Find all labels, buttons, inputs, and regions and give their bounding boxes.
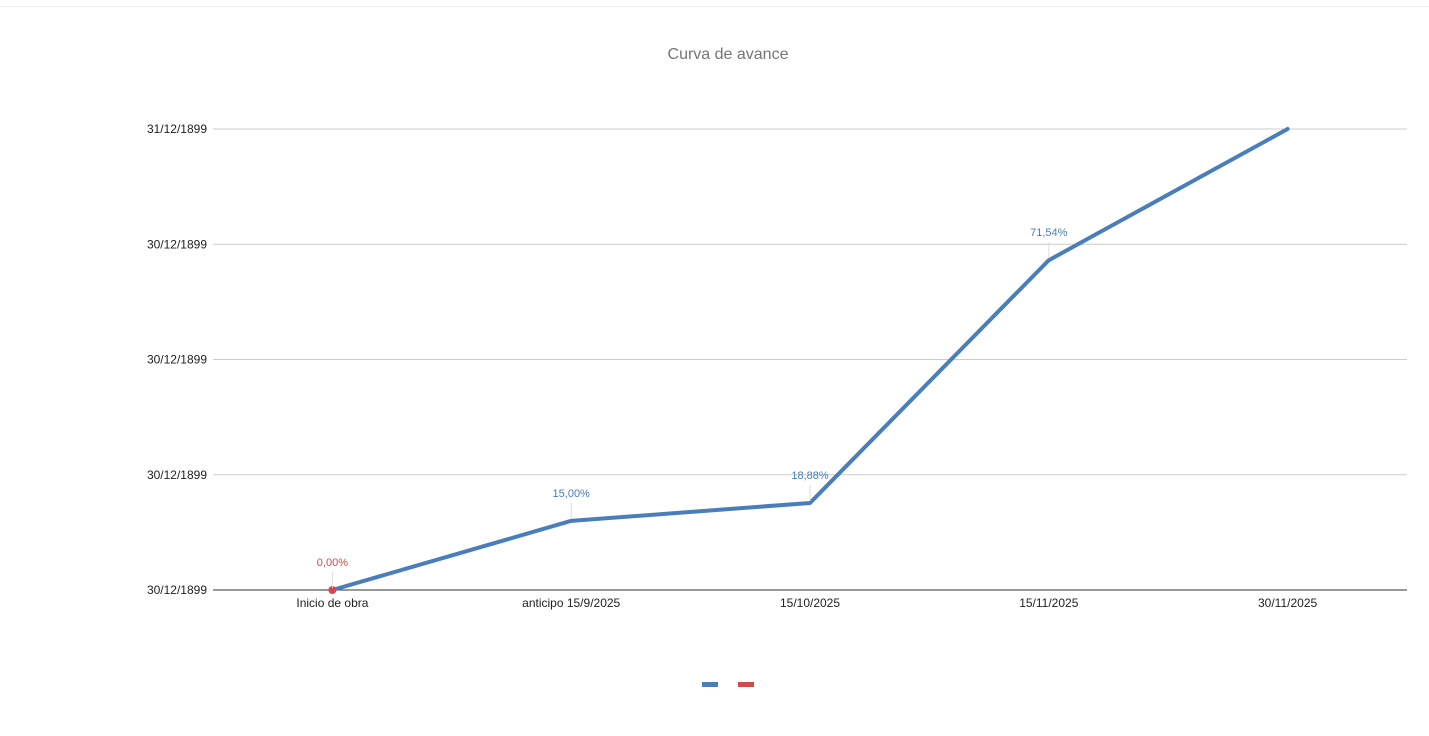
x-axis-ticks: Inicio de obra anticipo 15/9/2025 15/10/20…	[296, 596, 1317, 610]
series-layer	[328, 127, 1290, 594]
x-tick-label: Inicio de obra	[296, 596, 368, 610]
legend-swatch[interactable]	[702, 682, 718, 687]
y-tick-label: 30/12/1899	[147, 353, 207, 367]
chart-title: Curva de avance	[668, 46, 789, 63]
legend[interactable]	[702, 682, 754, 687]
y-tick-label: 30/12/1899	[147, 583, 207, 597]
data-label: 18,88%	[791, 470, 829, 482]
top-divider	[0, 6, 1429, 7]
legend-swatch[interactable]	[738, 682, 754, 687]
x-tick-label: anticipo 15/9/2025	[522, 596, 620, 610]
y-tick-label: 30/12/1899	[147, 468, 207, 482]
x-tick-label: 15/10/2025	[780, 596, 840, 610]
data-label: 15,00%	[553, 488, 591, 500]
y-axis-ticks: 30/12/1899 30/12/1899 30/12/1899 30/12/1899…	[147, 122, 207, 597]
series-point	[328, 586, 337, 594]
x-tick-label: 30/11/2025	[1258, 596, 1317, 610]
series-line	[330, 127, 1290, 592]
y-tick-label: 31/12/1899	[147, 122, 207, 136]
gridlines	[213, 128, 1407, 591]
data-labels: 15,00% 18,88% 71,54% 0,00%	[317, 227, 1068, 588]
x-tick-label: 15/11/2025	[1019, 596, 1078, 610]
data-label: 71,54%	[1030, 227, 1068, 239]
data-label: 0,00%	[317, 557, 348, 569]
y-tick-label: 30/12/1899	[147, 237, 207, 251]
